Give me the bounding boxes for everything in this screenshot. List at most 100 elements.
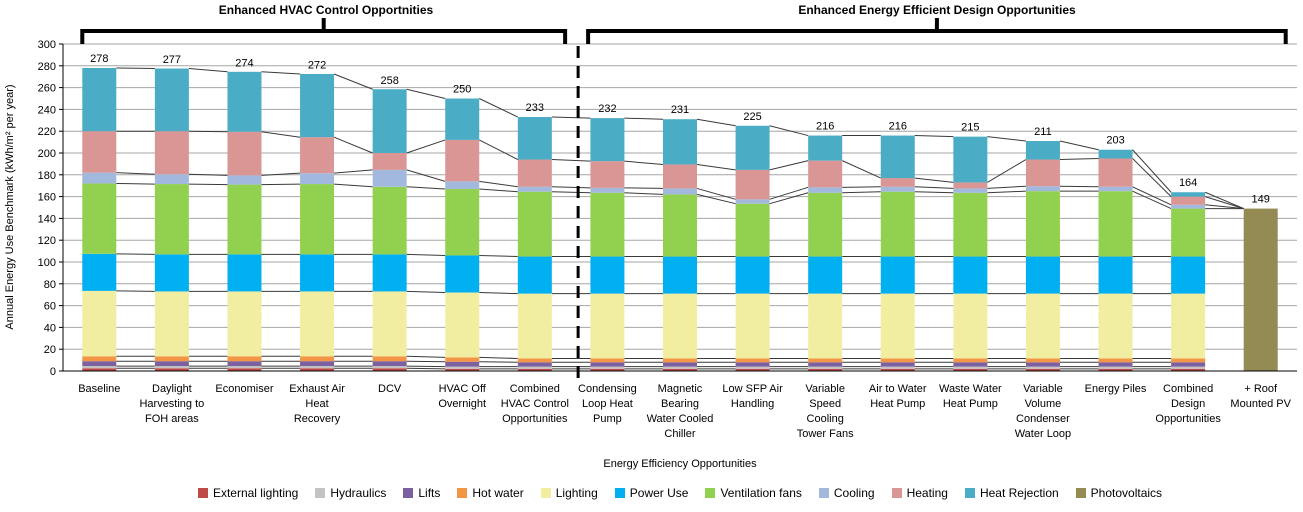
legend-item: Lifts (403, 486, 440, 500)
category-label: DCV (378, 383, 402, 395)
bar-total-label: 232 (598, 103, 616, 115)
bar-stack (808, 135, 843, 371)
bar-stack (953, 136, 988, 371)
bar-segment-heating (663, 164, 697, 189)
bar-segment-hydraulics (300, 366, 335, 369)
bar-total-label: 216 (816, 121, 834, 133)
legend-label: Heating (906, 486, 948, 500)
bar-segment-heating (1171, 196, 1206, 205)
series-connector-line (188, 173, 228, 176)
bar-segment-cooling (154, 174, 189, 185)
series-connector-line (261, 183, 301, 186)
bar-segment-lifts (808, 362, 843, 367)
bar-segment-lighting (808, 293, 843, 359)
series-connector-line (406, 139, 446, 154)
group-bracket (80, 29, 568, 44)
bar-segment-hot-water (953, 358, 988, 363)
bar-segment-lighting (517, 293, 552, 359)
bar-segment-hot-water (82, 356, 117, 362)
series-connector-line (696, 118, 736, 127)
bar-segment-hydraulics (445, 366, 480, 369)
series-connector-line (116, 67, 155, 70)
bar-segment-hot-water (300, 356, 335, 362)
series-connector-line (334, 169, 373, 174)
bar-segment-lighting (82, 290, 117, 357)
bar-segment-cooling (1025, 186, 1060, 192)
y-axis-title: Annual Energy Use Benchmark (kWh/m² per … (4, 84, 16, 329)
series-connector-line (624, 187, 664, 189)
bar-segment-heat-rejection (82, 67, 117, 132)
bar-segment-heating (227, 131, 262, 176)
series-connector-line (333, 136, 373, 154)
series-connector-line (406, 367, 446, 370)
bar-segment-cooling (82, 172, 117, 184)
series-connector-line (1059, 185, 1099, 188)
series-connector-line (769, 192, 809, 205)
bar-segment-lifts (372, 361, 407, 367)
category-label: Exhaust Air Heat Recovery (289, 383, 345, 425)
bar-segment-ventilation-fans (300, 184, 335, 255)
legend-item: Hot water (457, 486, 524, 500)
bar-segment-ventilation-fans (154, 184, 189, 255)
bar-segment-ventilation-fans (1098, 191, 1133, 257)
series-connector-line (1204, 196, 1244, 210)
legend-item: Heat Rejection (964, 486, 1059, 500)
bar-segment-lighting (1171, 293, 1206, 359)
bar-segment-external-lighting (227, 368, 262, 371)
series-connector-line (987, 159, 1027, 183)
bar-segment-lifts (82, 361, 117, 367)
bar-total-label: 203 (1106, 135, 1124, 147)
bar-total-label: 164 (1179, 177, 1197, 189)
legend-label: Lighting (555, 486, 598, 500)
legend-swatch-lifts-icon (403, 488, 414, 498)
bar-segment-lighting (953, 293, 988, 359)
bar-segment-lighting (590, 293, 625, 359)
y-axis-tick-label: 240 (38, 104, 56, 116)
series-connector-line (1132, 186, 1172, 206)
y-axis-tick-label: 60 (44, 301, 56, 313)
bar-total-label: 274 (235, 57, 253, 69)
series-connector-line (1132, 190, 1172, 210)
legend-swatch-heating-icon (891, 488, 902, 498)
bar-segment-heating (953, 182, 988, 189)
bar-segment-heat-rejection (590, 118, 625, 162)
bar-stack (300, 73, 335, 371)
bar-stack (1243, 208, 1278, 371)
category-label: + Roof Mounted PV (1230, 383, 1291, 410)
bar-segment-power-use (590, 256, 625, 294)
y-axis-tick-label: 40 (44, 322, 56, 334)
bar-segment-ventilation-fans (1171, 208, 1206, 257)
bar-segment-hydraulics (1025, 366, 1060, 369)
series-connector-line (551, 159, 591, 162)
bar-segment-hot-water (227, 356, 262, 362)
series-connector-line (1059, 157, 1099, 161)
series-connector-line (914, 191, 954, 194)
series-connector-line (479, 292, 518, 295)
group-bracket (586, 29, 1288, 44)
legend-swatch-heat-rejection-icon (964, 488, 975, 498)
bar-segment-lifts (663, 362, 697, 367)
category-label: Combined Design Opportunities (1155, 383, 1221, 425)
bar-total-label: 272 (308, 60, 326, 72)
bar-segment-lighting (1025, 293, 1060, 359)
bar-stack (372, 89, 407, 371)
bar-segment-hot-water (154, 356, 189, 362)
bar-segment-heating (445, 139, 480, 182)
bar-segment-power-use (953, 256, 988, 294)
series-connector-line (769, 160, 809, 171)
bar-segment-cooling (735, 199, 770, 204)
y-axis-tick-label: 20 (44, 344, 56, 356)
category-label: Combined HVAC Control Opportunities (501, 383, 569, 425)
y-axis-tick-label: 140 (38, 213, 56, 225)
bar-segment-ventilation-fans (1025, 191, 1060, 257)
series-connector-line (914, 135, 954, 138)
y-axis-tick-label: 200 (38, 148, 56, 160)
series-connector-line (624, 117, 664, 120)
bar-segment-cooling (300, 173, 335, 185)
bar-segment-heat-rejection (735, 125, 770, 170)
bar-segment-lighting (372, 291, 407, 357)
y-axis-tick-label: 280 (38, 61, 56, 73)
bar-segment-external-lighting (1098, 368, 1133, 371)
bar-segment-lifts (445, 361, 480, 367)
bar-segment-cooling (590, 187, 625, 193)
